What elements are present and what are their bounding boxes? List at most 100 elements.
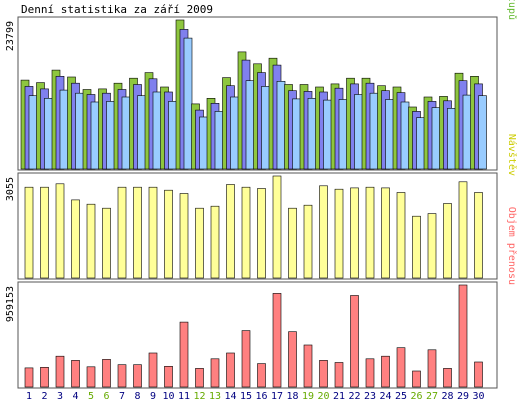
x-tick-label-16: 16: [255, 391, 267, 402]
bottom-bar-1-day-27: [427, 349, 437, 388]
top-bar-3-day-21: [338, 99, 348, 170]
top-bar-3-day-28: [447, 108, 456, 170]
x-tick-label-10: 10: [162, 391, 174, 402]
top-bar-3-day-5: [90, 101, 100, 170]
top-bar-3-day-20: [323, 99, 332, 170]
top-side-label-part-4: Přístupů: [506, 0, 517, 20]
x-tick-label-14: 14: [224, 391, 236, 402]
x-tick-label-20: 20: [317, 391, 329, 402]
top-bar-3-day-16: [261, 86, 270, 170]
middle-panel-frame: [17, 172, 498, 280]
top-bar-3-day-11: [183, 37, 193, 170]
bottom-bar-1-day-28: [443, 368, 452, 388]
x-tick-label-4: 4: [72, 391, 78, 402]
middle-bar-1-day-12: [195, 207, 204, 279]
middle-bar-1-day-9: [148, 186, 158, 279]
middle-bar-1-day-5: [86, 203, 96, 279]
middle-bar-1-day-15: [241, 186, 251, 279]
bottom-bar-1-day-14: [226, 352, 235, 388]
x-tick-label-26: 26: [410, 391, 422, 402]
middle-bar-1-day-18: [288, 207, 297, 279]
top-bar-3-day-9: [152, 91, 162, 170]
x-tick-label-15: 15: [240, 391, 252, 402]
middle-bar-1-day-28: [443, 203, 452, 279]
bottom-bar-1-day-22: [350, 295, 359, 388]
x-tick-label-27: 27: [426, 391, 438, 402]
bottom-bar-1-day-29: [458, 284, 468, 388]
x-tick-label-24: 24: [379, 391, 391, 402]
middle-bar-1-day-10: [164, 189, 173, 279]
bottom-bar-1-day-18: [288, 331, 297, 388]
middle-bar-1-day-26: [412, 215, 421, 279]
bottom-bar-1-day-21: [334, 362, 344, 388]
top-bar-3-day-1: [28, 95, 38, 170]
x-tick-label-2: 2: [41, 391, 47, 402]
bottom-bar-1-day-24: [381, 355, 390, 388]
x-tick-label-17: 17: [271, 391, 283, 402]
middle-bar-1-day-25: [396, 192, 406, 279]
bottom-bar-1-day-10: [164, 365, 173, 388]
middle-y-max-label: 3055: [5, 177, 16, 201]
top-bar-3-day-25: [400, 101, 410, 170]
top-bar-3-day-13: [214, 111, 224, 170]
bottom-bar-1-day-23: [365, 358, 375, 388]
middle-bar-1-day-16: [257, 188, 266, 279]
middle-bar-1-day-29: [458, 181, 468, 279]
x-tick-label-7: 7: [119, 391, 125, 402]
bottom-bar-1-day-16: [257, 363, 266, 388]
top-bar-3-day-17: [276, 81, 286, 170]
x-tick-label-22: 22: [348, 391, 360, 402]
middle-bar-1-day-7: [117, 186, 127, 279]
top-side-label: Stránek/Souborů/Přístupů: [506, 0, 517, 20]
top-bar-3-day-6: [106, 101, 115, 170]
bottom-y-max-label: 959153: [5, 286, 16, 322]
top-bar-3-day-14: [230, 96, 239, 170]
top-bar-3-day-22: [354, 94, 363, 170]
x-tick-label-12: 12: [193, 391, 205, 402]
middle-bar-1-day-6: [102, 207, 111, 279]
top-bar-3-day-29: [462, 94, 472, 170]
x-tick-label-3: 3: [57, 391, 63, 402]
top-bar-3-day-18: [292, 98, 301, 170]
bottom-side-label: Objem přenosu: [506, 207, 517, 285]
bottom-bar-1-day-26: [412, 370, 421, 388]
chart-title: Denní statistika za září 2009: [21, 3, 214, 16]
top-bar-3-day-19: [307, 98, 317, 170]
x-tick-label-30: 30: [472, 391, 484, 402]
middle-bar-1-day-19: [303, 204, 313, 279]
middle-bar-1-day-2: [40, 186, 49, 279]
bottom-bar-1-day-5: [86, 366, 96, 388]
x-tick-label-23: 23: [364, 391, 376, 402]
top-bar-3-day-3: [59, 89, 69, 170]
top-bar-3-day-8: [137, 95, 146, 170]
x-tick-label-5: 5: [88, 391, 94, 402]
top-bar-3-day-23: [369, 92, 379, 170]
bottom-panel-frame: [17, 281, 498, 389]
middle-bar-1-day-20: [319, 185, 328, 279]
x-tick-label-28: 28: [441, 391, 453, 402]
middle-bar-1-day-4: [71, 199, 80, 279]
bottom-bar-1-day-12: [195, 368, 204, 388]
bottom-bar-1-day-9: [148, 352, 158, 388]
middle-bar-1-day-22: [350, 187, 359, 279]
top-bar-3-day-15: [245, 80, 255, 170]
middle-bar-1-day-30: [474, 192, 483, 279]
x-tick-label-1: 1: [26, 391, 32, 402]
middle-side-label-part-0: Návštěv: [506, 134, 517, 176]
bottom-bar-1-day-1: [24, 367, 34, 388]
x-tick-label-9: 9: [150, 391, 156, 402]
bottom-bar-1-day-13: [210, 358, 220, 388]
middle-bar-1-day-13: [210, 205, 220, 279]
bottom-bar-1-day-19: [303, 344, 313, 388]
top-bar-3-day-30: [478, 95, 487, 170]
x-tick-label-19: 19: [302, 391, 314, 402]
middle-bar-1-day-21: [334, 188, 344, 279]
middle-bar-1-day-14: [226, 184, 235, 279]
bottom-bar-1-day-30: [474, 361, 483, 388]
bottom-bar-1-day-20: [319, 360, 328, 388]
middle-bar-1-day-8: [133, 186, 142, 279]
middle-bar-1-day-1: [24, 186, 34, 279]
middle-side-label: Návštěv: [506, 134, 517, 176]
top-y-max-label: 23799: [5, 21, 16, 51]
